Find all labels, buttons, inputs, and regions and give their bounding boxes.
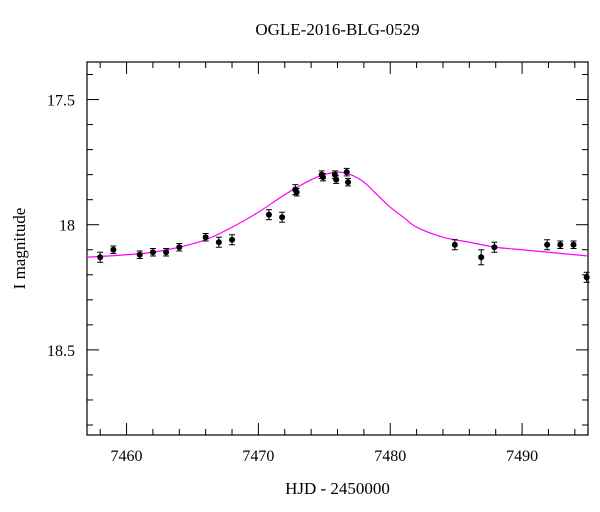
data-points-layer xyxy=(97,167,590,283)
data-point xyxy=(451,239,458,251)
data-point xyxy=(293,187,300,197)
data-marker xyxy=(343,169,350,176)
data-marker xyxy=(451,241,458,248)
y-tick-label: 18.5 xyxy=(47,343,75,360)
data-marker xyxy=(110,246,117,253)
data-marker xyxy=(293,189,300,196)
data-marker xyxy=(331,171,338,178)
data-marker xyxy=(319,174,326,181)
ticks-layer: 7460 7470 7480 7490 17.5 18 18.5 xyxy=(47,62,588,465)
data-point xyxy=(136,250,143,260)
data-marker xyxy=(215,239,222,246)
y-tick-label: 17.5 xyxy=(47,93,75,110)
data-point xyxy=(333,175,340,184)
data-marker xyxy=(176,244,183,251)
data-point xyxy=(345,177,352,187)
x-tick-label: 7480 xyxy=(374,448,406,465)
data-point xyxy=(544,239,551,251)
data-point xyxy=(176,242,183,252)
y-axis-title: I magnitude xyxy=(10,208,29,290)
data-marker xyxy=(478,254,485,261)
data-point xyxy=(491,241,498,253)
data-marker xyxy=(491,244,498,251)
data-point xyxy=(97,251,104,263)
data-point xyxy=(202,232,209,242)
data-point xyxy=(557,240,564,249)
data-point xyxy=(215,236,222,248)
model-curve-layer xyxy=(86,171,589,258)
y-tick-label: 18 xyxy=(59,218,75,235)
data-point xyxy=(343,167,350,177)
data-point xyxy=(583,271,590,283)
data-marker xyxy=(265,211,272,218)
data-point xyxy=(163,248,170,257)
x-tick-label: 7460 xyxy=(111,448,143,465)
data-marker xyxy=(557,241,564,248)
x-tick-label: 7470 xyxy=(242,448,274,465)
data-point xyxy=(478,249,485,266)
x-tick-label: 7490 xyxy=(506,448,538,465)
data-point xyxy=(149,248,156,257)
data-marker xyxy=(279,214,286,221)
data-marker xyxy=(345,179,352,186)
data-marker xyxy=(163,249,170,256)
data-point xyxy=(265,209,272,221)
data-marker xyxy=(149,249,156,256)
x-axis-title: HJD - 2450000 xyxy=(285,479,390,498)
data-point xyxy=(279,211,286,223)
data-point xyxy=(319,172,326,182)
chart-title: OGLE-2016-BLG-0529 xyxy=(255,20,420,39)
data-marker xyxy=(570,241,577,248)
model-curve-line xyxy=(86,171,589,258)
data-point xyxy=(229,234,236,246)
data-point xyxy=(570,240,577,249)
data-marker xyxy=(136,251,143,258)
data-marker xyxy=(333,176,340,183)
data-marker xyxy=(583,274,590,281)
data-marker xyxy=(544,241,551,248)
data-marker xyxy=(97,254,104,261)
data-marker xyxy=(229,236,236,243)
data-marker xyxy=(202,234,209,241)
data-point xyxy=(110,245,117,255)
